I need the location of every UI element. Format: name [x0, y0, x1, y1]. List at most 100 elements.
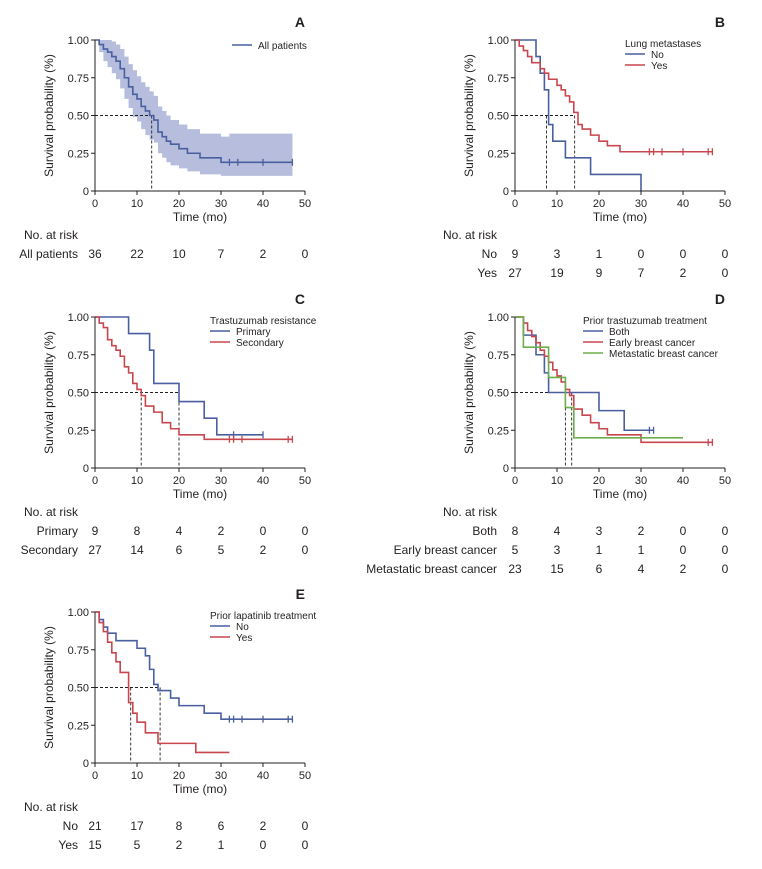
y-tick-label: 0.50 [68, 388, 89, 400]
risk-row-label: Both [472, 524, 497, 538]
risk-count: 3 [596, 524, 603, 538]
x-tick-label: 0 [92, 770, 98, 782]
x-axis-label: Time (mo) [173, 782, 227, 796]
legend-title: Prior trastuzumab treatment [583, 316, 707, 327]
risk-count: 10 [172, 247, 186, 261]
legend-entry: Both [609, 327, 630, 338]
y-tick-label: 0.25 [68, 148, 89, 160]
panel-label: E [296, 586, 305, 602]
risk-count: 0 [680, 524, 687, 538]
risk-count: 22 [130, 247, 144, 261]
x-tick-label: 30 [215, 198, 227, 210]
risk-count: 6 [596, 562, 603, 576]
risk-count: 19 [550, 266, 564, 280]
survival-curve-yes [95, 611, 230, 754]
risk-count: 3 [554, 247, 561, 261]
survival-curve-secondary [95, 316, 293, 441]
legend-entry: Yes [236, 633, 252, 644]
risk-count: 0 [302, 247, 309, 261]
y-tick-label: 0.75 [488, 350, 509, 362]
y-tick-label: 0.25 [68, 425, 89, 437]
y-axis-label: Survival probability (%) [462, 331, 476, 454]
x-tick-label: 0 [512, 198, 518, 210]
risk-count: 9 [512, 247, 519, 261]
risk-count: 0 [722, 247, 729, 261]
panel-label: D [715, 291, 725, 307]
x-tick-label: 20 [173, 198, 185, 210]
x-tick-label: 0 [92, 475, 98, 487]
x-tick-label: 50 [299, 198, 311, 210]
risk-count: 0 [680, 543, 687, 557]
x-axis-label: Time (mo) [173, 487, 227, 501]
risk-table-header: No. at risk [443, 505, 498, 519]
x-tick-label: 20 [173, 770, 185, 782]
y-tick-label: 0 [503, 186, 509, 198]
y-tick-label: 0.50 [68, 683, 89, 695]
y-tick-label: 0 [503, 463, 509, 475]
x-tick-label: 30 [635, 198, 647, 210]
risk-count: 9 [596, 266, 603, 280]
risk-row-label: All patients [19, 247, 78, 261]
risk-count: 2 [260, 543, 267, 557]
risk-count: 2 [218, 524, 225, 538]
legend-entry: Primary [236, 327, 270, 338]
y-tick-label: 0.25 [488, 425, 509, 437]
y-tick-label: 0.25 [488, 148, 509, 160]
x-tick-label: 10 [131, 475, 143, 487]
panel-label: B [715, 14, 725, 30]
risk-count: 15 [550, 562, 564, 576]
risk-count: 6 [176, 543, 183, 557]
y-tick-label: 0.75 [68, 73, 89, 85]
risk-count: 5 [134, 838, 141, 852]
risk-count: 8 [134, 524, 141, 538]
risk-count: 17 [130, 819, 144, 833]
risk-count: 0 [260, 838, 267, 852]
risk-table-header: No. at risk [24, 505, 79, 519]
x-tick-label: 40 [677, 475, 689, 487]
legend-entry: Secondary [236, 338, 284, 349]
risk-count: 3 [554, 543, 561, 557]
x-tick-label: 50 [299, 475, 311, 487]
risk-count: 2 [260, 247, 267, 261]
risk-count: 0 [260, 524, 267, 538]
risk-count: 8 [176, 819, 183, 833]
risk-count: 0 [638, 247, 645, 261]
risk-count: 0 [302, 838, 309, 852]
risk-row-label: Secondary [21, 543, 78, 557]
x-tick-label: 20 [593, 198, 605, 210]
risk-count: 0 [302, 819, 309, 833]
panel-label: A [295, 14, 305, 30]
y-tick-label: 0.75 [68, 645, 89, 657]
risk-count: 4 [638, 562, 645, 576]
x-tick-label: 50 [299, 770, 311, 782]
risk-count: 0 [680, 247, 687, 261]
x-tick-label: 10 [551, 475, 563, 487]
x-tick-label: 10 [131, 198, 143, 210]
risk-count: 4 [554, 524, 561, 538]
y-tick-label: 0.50 [68, 111, 89, 123]
survival-curve-no [515, 39, 642, 191]
y-tick-label: 0.75 [488, 73, 509, 85]
y-axis-label: Survival probability (%) [42, 331, 56, 454]
survival-curve-both [515, 316, 654, 432]
y-axis-label: Survival probability (%) [462, 54, 476, 177]
risk-table-header: No. at risk [443, 228, 498, 242]
risk-count: 0 [722, 524, 729, 538]
x-tick-label: 30 [215, 475, 227, 487]
x-tick-label: 0 [512, 475, 518, 487]
survival-curve-metastatic-breast-cancer [515, 316, 683, 439]
risk-count: 1 [218, 838, 225, 852]
risk-count: 2 [680, 562, 687, 576]
risk-count: 9 [92, 524, 99, 538]
legend-entry: Early breast cancer [609, 338, 696, 349]
panel-label: C [295, 291, 305, 307]
x-tick-label: 40 [257, 198, 269, 210]
risk-count: 0 [722, 562, 729, 576]
risk-row-label: Early breast cancer [394, 543, 497, 557]
survival-curve-early-breast-cancer [515, 316, 713, 444]
survival-curve-primary [95, 316, 263, 436]
